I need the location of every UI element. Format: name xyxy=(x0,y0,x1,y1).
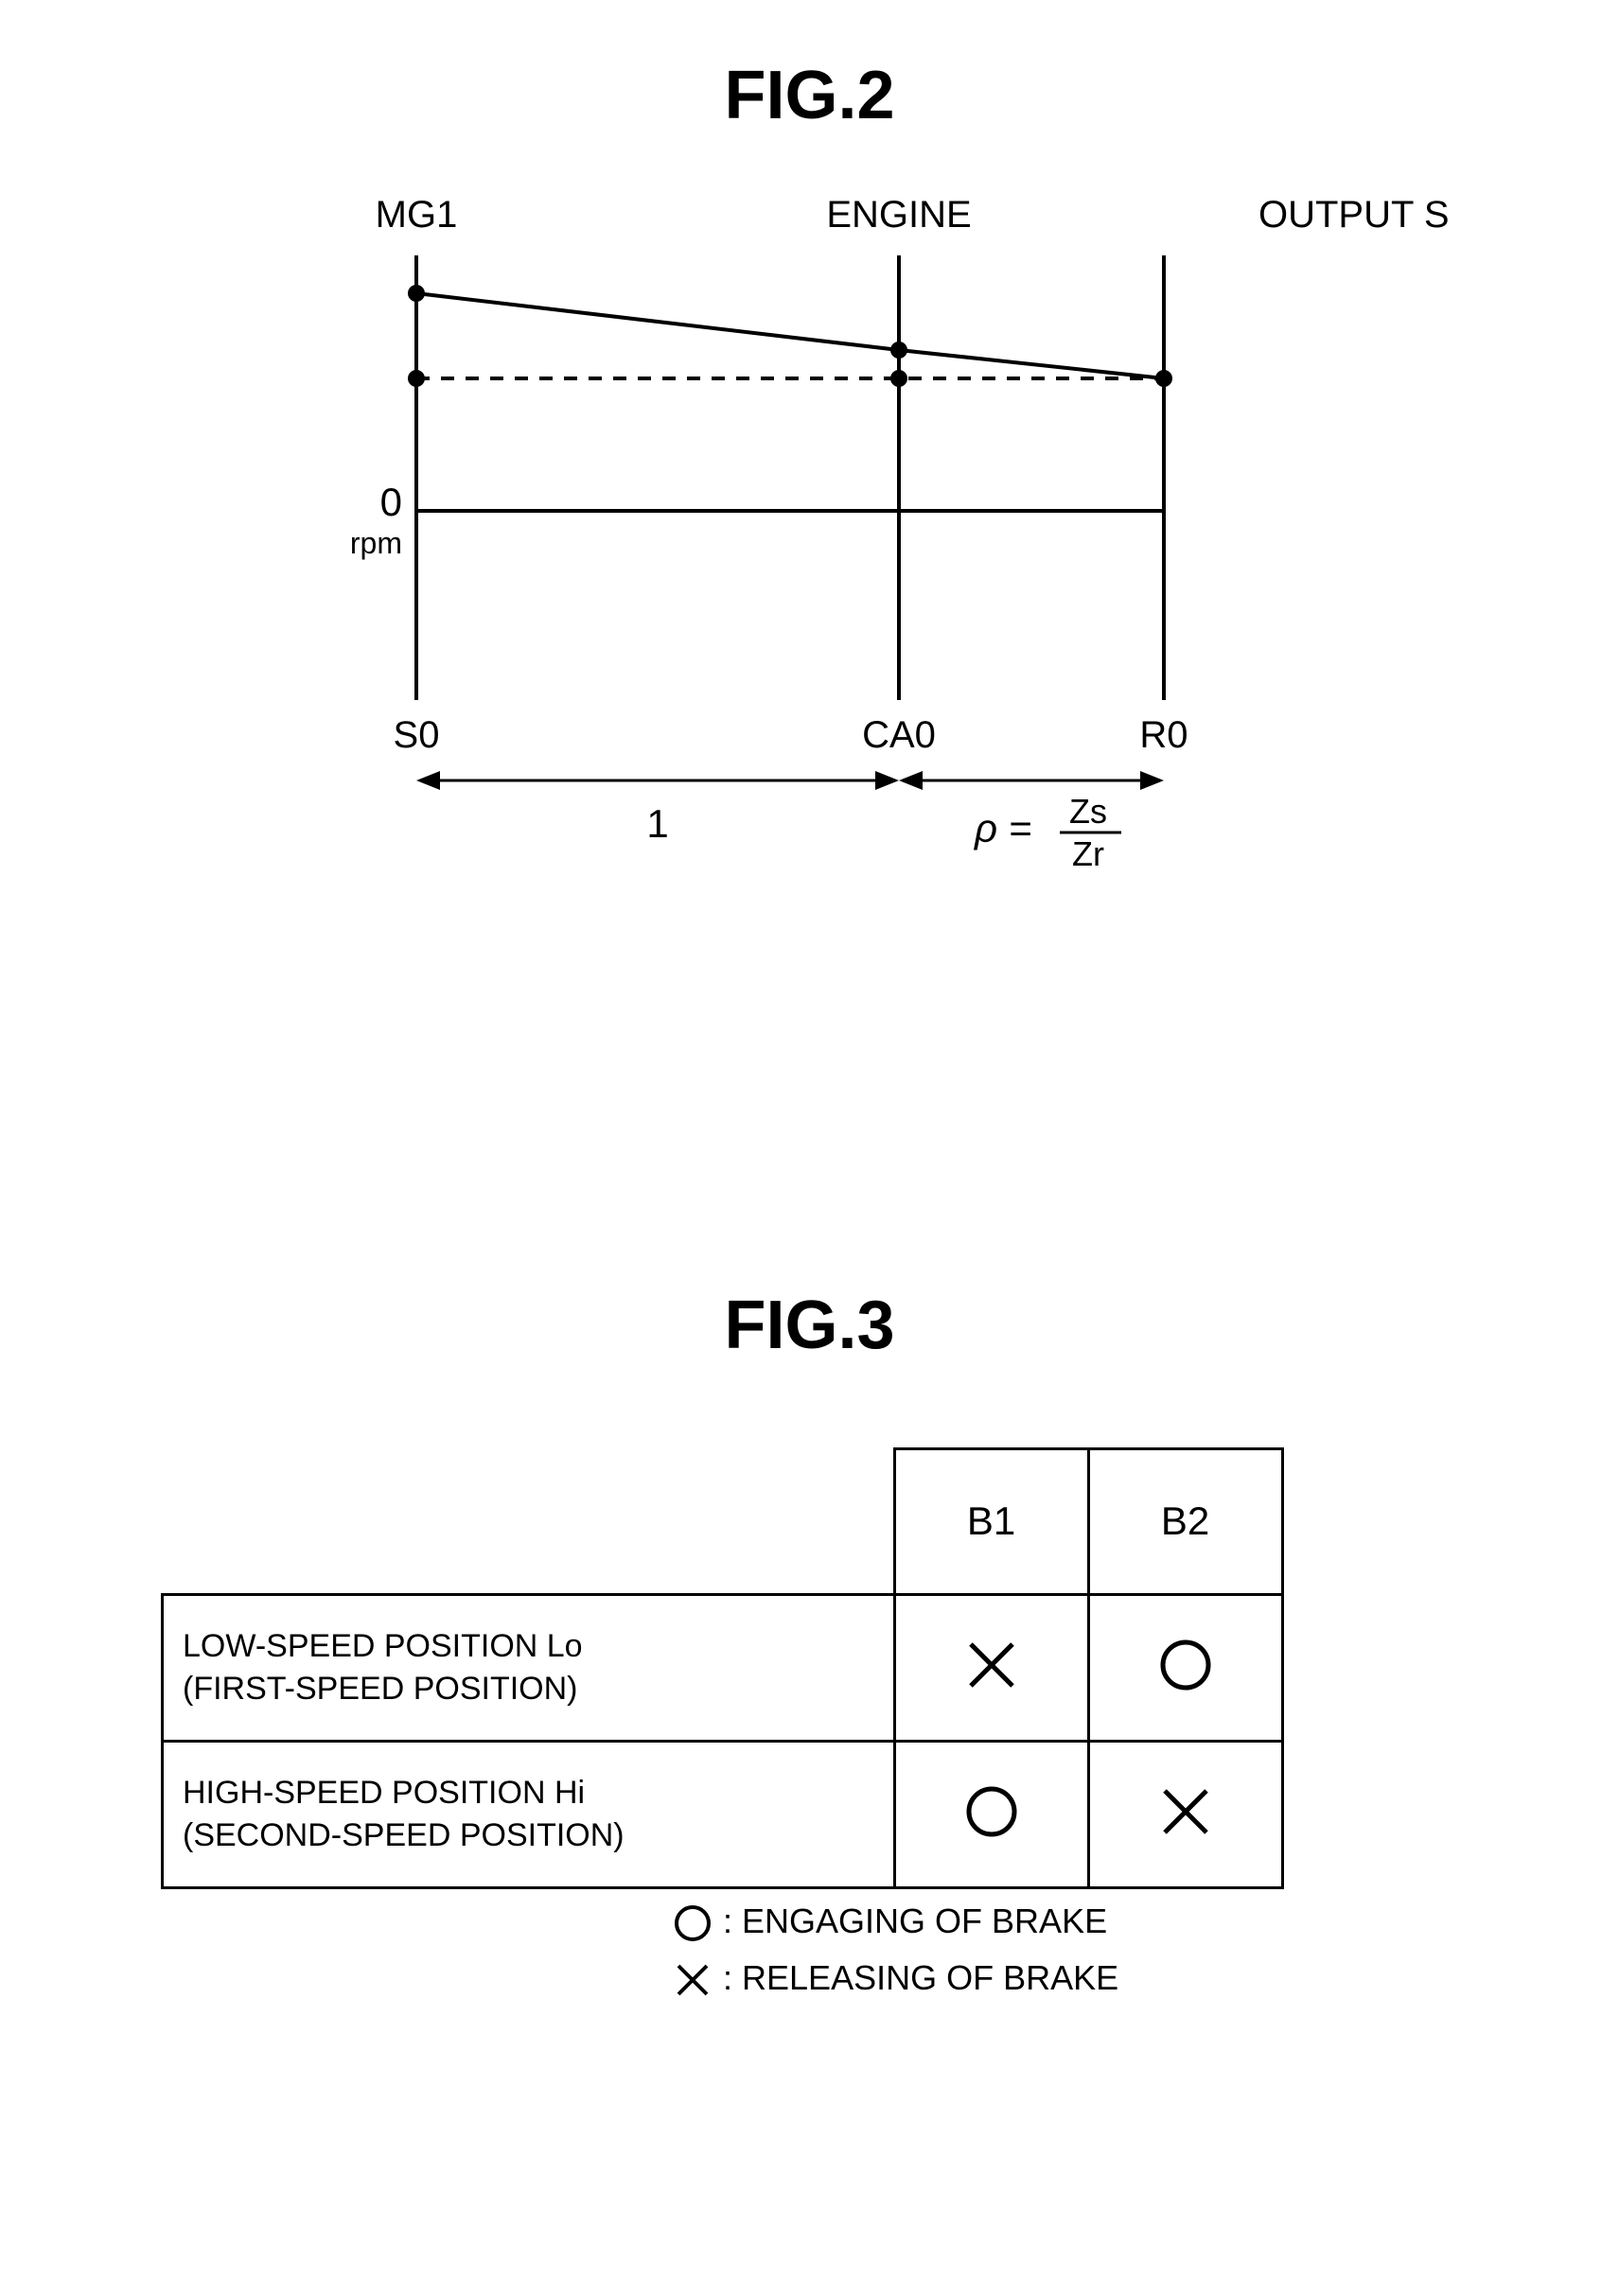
table-row: HIGH-SPEED POSITION Hi (SECOND-SPEED POS… xyxy=(163,1741,1283,1887)
circle-icon xyxy=(963,1783,1020,1840)
label-engine: ENGINE xyxy=(826,194,971,236)
fig3-table: B1 B2 LOW-SPEED POSITION Lo (FIRST-SPEED… xyxy=(161,1447,1284,1889)
dot-ca0-dashed xyxy=(890,370,907,387)
label-s0: S0 xyxy=(394,714,440,756)
fig2-chart: MG1 ENGINE OUTPUT SHAFT 14 0 rpm xyxy=(312,189,1448,908)
row1-label-line1: LOW-SPEED POSITION Lo xyxy=(183,1628,583,1664)
rho-zr: Zr xyxy=(1072,834,1104,873)
dot-s0-solid xyxy=(408,285,425,302)
zero-label: 0 xyxy=(380,480,402,524)
header-b1: B1 xyxy=(894,1449,1088,1595)
header-blank xyxy=(163,1449,895,1595)
row2-label-line2: (SECOND-SPEED POSITION) xyxy=(183,1817,625,1853)
fig3-table-container: B1 B2 LOW-SPEED POSITION Lo (FIRST-SPEED… xyxy=(161,1447,1284,1889)
cross-icon xyxy=(1157,1783,1214,1840)
label-r0: R0 xyxy=(1139,714,1188,756)
dot-r0 xyxy=(1155,370,1172,387)
fig2-title: FIG.2 xyxy=(0,57,1619,134)
row1-label: LOW-SPEED POSITION Lo (FIRST-SPEED POSIT… xyxy=(163,1594,895,1741)
legend-circle-line: : ENGAGING OF BRAKE xyxy=(672,1902,1107,1944)
fig2-svg: MG1 ENGINE OUTPUT SHAFT 14 0 rpm xyxy=(312,189,1448,908)
table-row: LOW-SPEED POSITION Lo (FIRST-SPEED POSIT… xyxy=(163,1594,1283,1741)
rpm-label: rpm xyxy=(350,526,402,560)
table-header-row: B1 B2 xyxy=(163,1449,1283,1595)
label-output: OUTPUT SHAFT 14 xyxy=(1258,194,1448,236)
row2-label-line1: HIGH-SPEED POSITION Hi xyxy=(183,1775,585,1811)
cross-icon xyxy=(963,1637,1020,1693)
dim-arrow-1-right xyxy=(875,771,899,790)
row2-b2 xyxy=(1088,1741,1282,1887)
dim-arrow-1-left xyxy=(416,771,440,790)
page: FIG.2 MG1 ENGINE OUTPUT SHAFT 14 0 rpm xyxy=(0,0,1619,2296)
rho-zs: Zs xyxy=(1069,792,1107,831)
legend-cross-text: : RELEASING OF BRAKE xyxy=(723,1958,1118,1997)
dot-s0-dashed xyxy=(408,370,425,387)
circle-icon xyxy=(1157,1637,1214,1693)
rho-label: ρ = xyxy=(973,806,1031,850)
label-ca0: CA0 xyxy=(862,714,936,756)
legend-cross-line: : RELEASING OF BRAKE xyxy=(672,1958,1118,2001)
dim-arrow-2-left xyxy=(899,771,923,790)
row1-label-line2: (FIRST-SPEED POSITION) xyxy=(183,1671,577,1707)
header-b2: B2 xyxy=(1088,1449,1282,1595)
fig3-title: FIG.3 xyxy=(0,1287,1619,1364)
row1-b1 xyxy=(894,1594,1088,1741)
dim-arrow-2-right xyxy=(1140,771,1164,790)
circle-icon xyxy=(672,1902,713,1944)
dot-ca0-solid xyxy=(890,342,907,359)
dim-label-1: 1 xyxy=(646,801,668,846)
row1-b2 xyxy=(1088,1594,1282,1741)
label-mg1: MG1 xyxy=(376,194,458,236)
row2-label: HIGH-SPEED POSITION Hi (SECOND-SPEED POS… xyxy=(163,1741,895,1887)
solid-line-seg2 xyxy=(899,350,1164,378)
cross-icon xyxy=(672,1959,713,2001)
solid-line-seg1 xyxy=(416,293,899,350)
legend-circle-text: : ENGAGING OF BRAKE xyxy=(723,1902,1107,1940)
row2-b1 xyxy=(894,1741,1088,1887)
